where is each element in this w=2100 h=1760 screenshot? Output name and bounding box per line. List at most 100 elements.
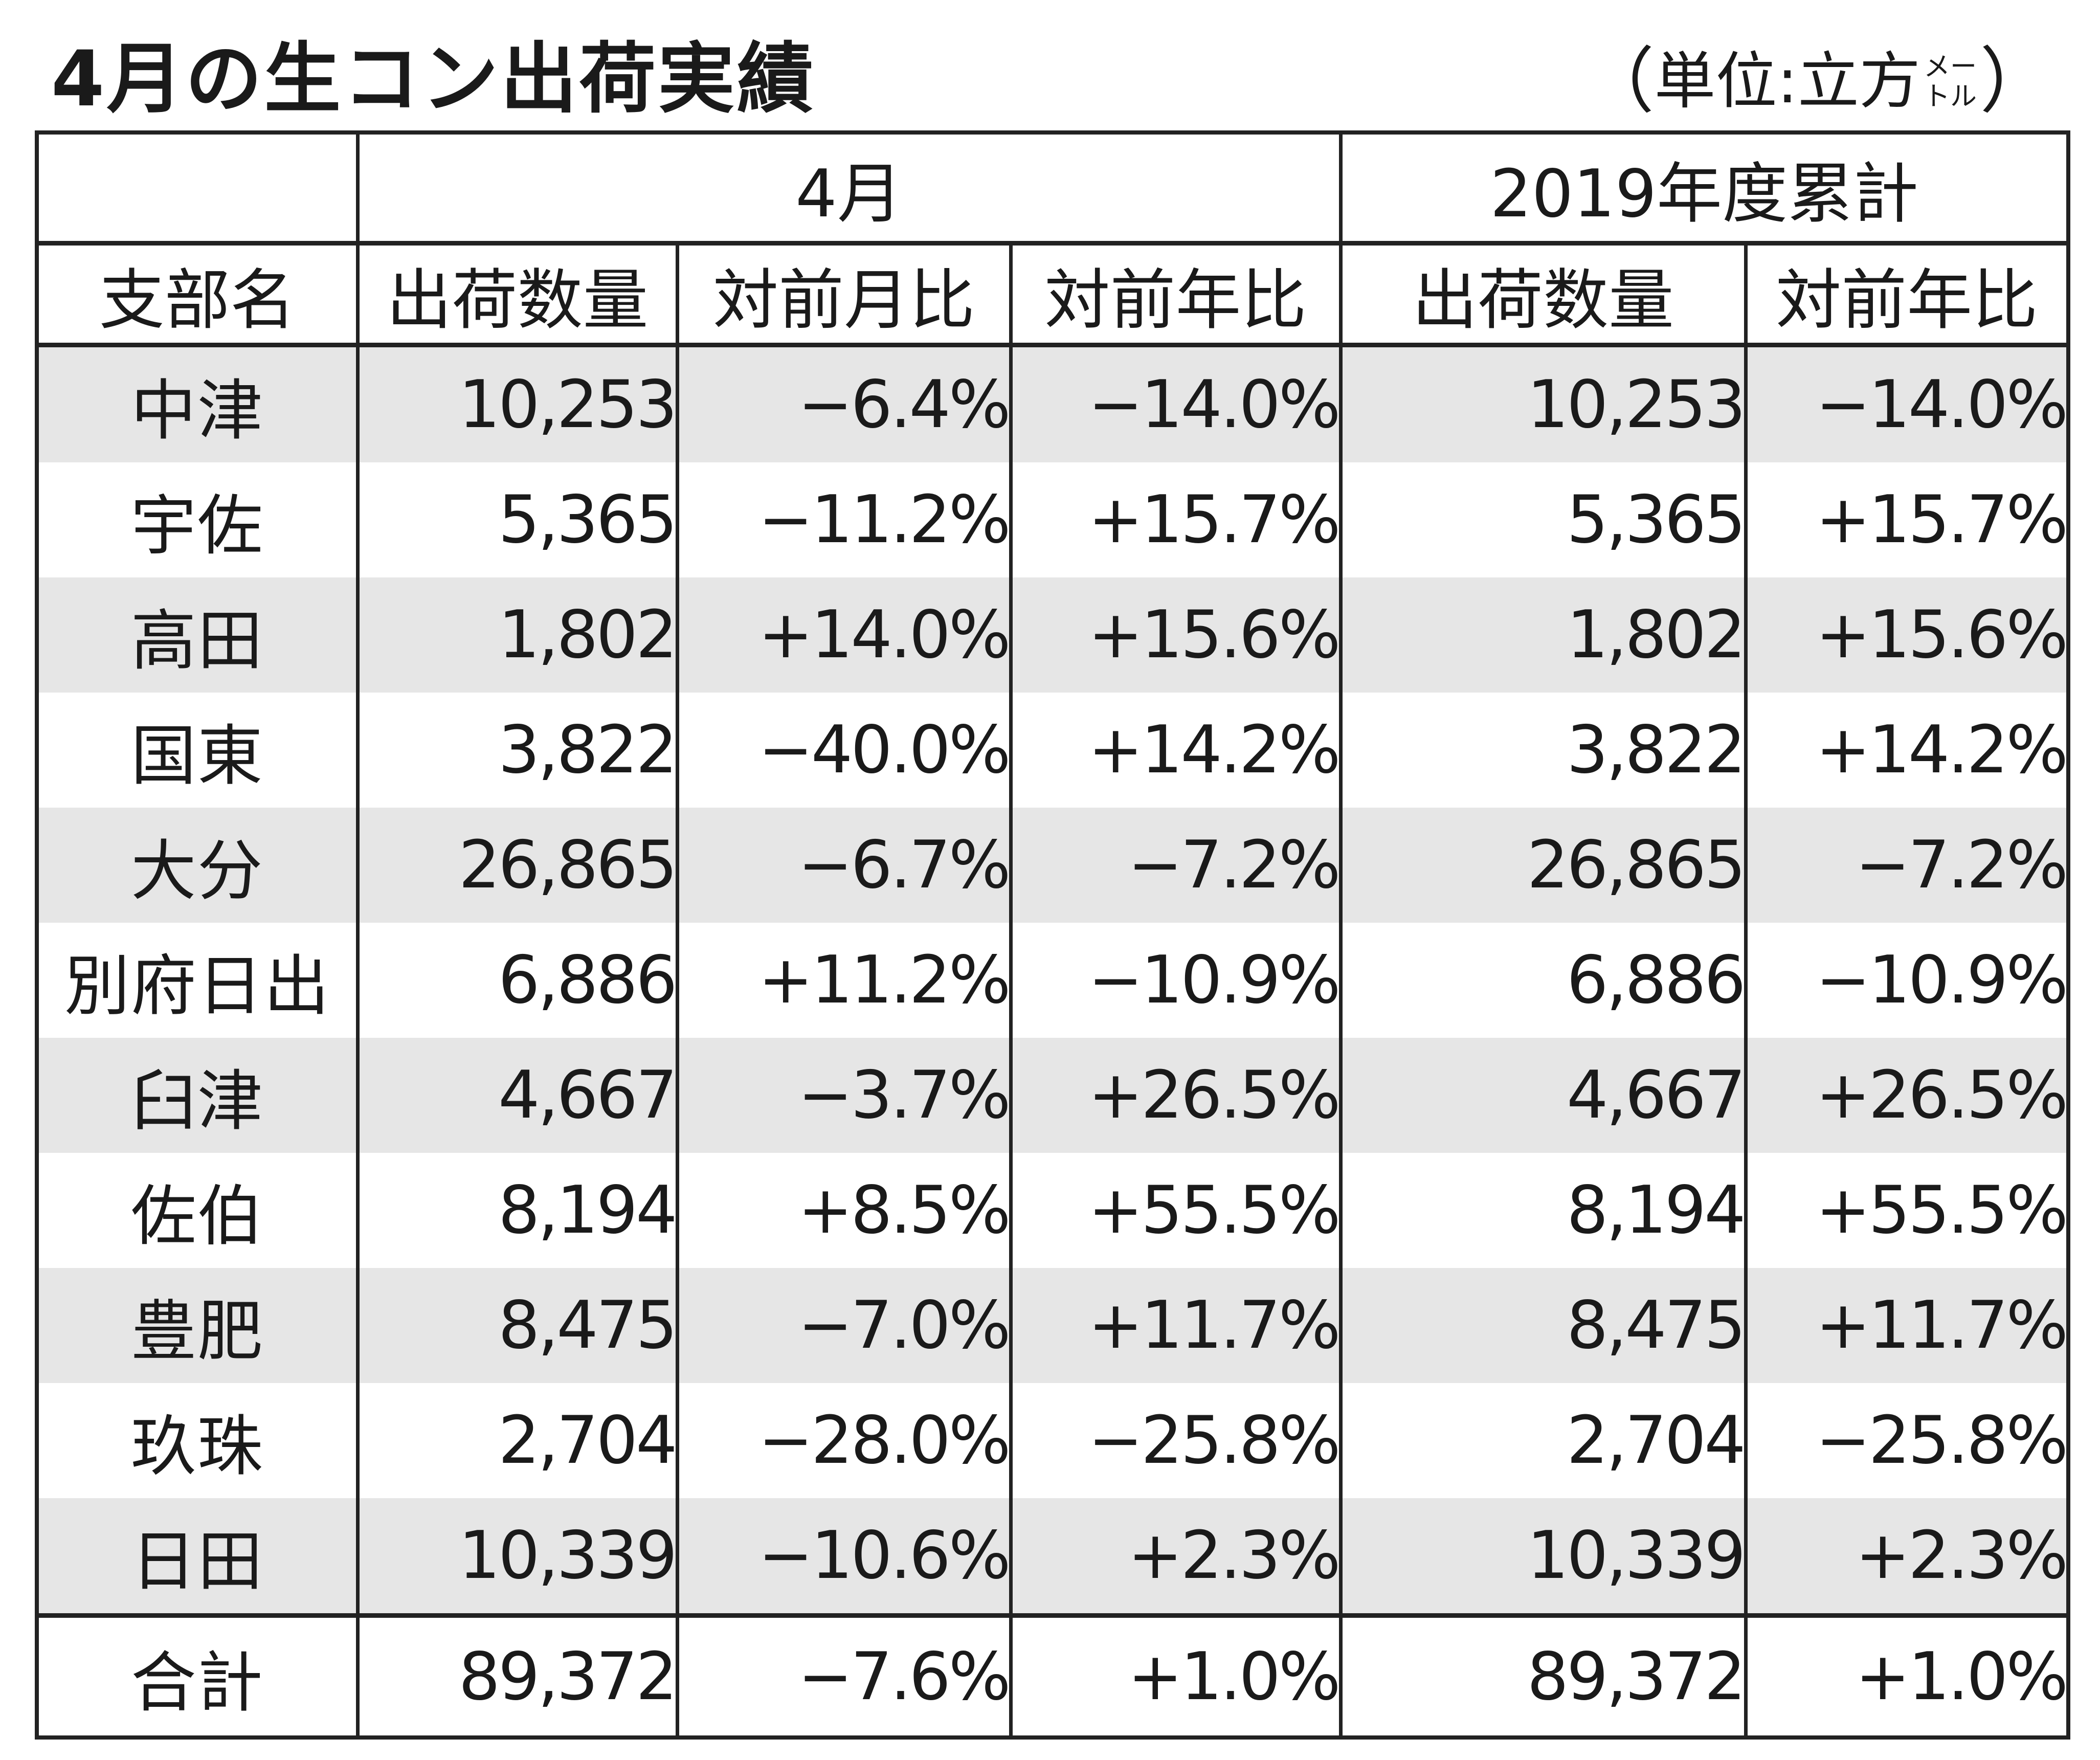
branch-name: 日田 bbox=[35, 1498, 360, 1616]
total-fy-qty: 89,372 bbox=[1338, 1613, 1748, 1737]
apr-qty-cell: 2,704 bbox=[355, 1383, 679, 1498]
fy-yoy-cell: +15.7% bbox=[1744, 462, 2070, 577]
total-label: 合計 bbox=[35, 1613, 360, 1737]
fy-yoy-cell: +14.2% bbox=[1744, 693, 2070, 808]
apr-yoy-cell: +15.6% bbox=[1009, 577, 1343, 693]
fy-yoy-cell: +2.3% bbox=[1744, 1498, 2070, 1616]
apr-qty-cell: 8,475 bbox=[355, 1268, 679, 1383]
apr-mom-cell: −11.2% bbox=[675, 462, 1013, 577]
fy-qty-cell: 2,704 bbox=[1338, 1383, 1748, 1498]
apr-qty-cell: 6,886 bbox=[355, 923, 679, 1038]
unit-suffix-bottom: トル bbox=[1923, 81, 1977, 112]
fy-qty-cell: 8,194 bbox=[1338, 1153, 1748, 1268]
header-group-april: 4月 bbox=[355, 132, 1343, 246]
branch-name: 佐伯 bbox=[35, 1153, 360, 1268]
fy-yoy-cell: −10.9% bbox=[1744, 923, 2070, 1038]
table-row: 玖珠 2,704 −28.0% −25.8% 2,704 −25.8% bbox=[35, 1383, 2070, 1498]
total-apr-qty: 89,372 bbox=[355, 1613, 679, 1737]
fy-yoy-cell: −7.2% bbox=[1744, 808, 2070, 923]
apr-yoy-cell: −7.2% bbox=[1009, 808, 1343, 923]
fy-qty-cell: 3,822 bbox=[1338, 693, 1748, 808]
unit-note: （ 単位:立方 メー トル ） bbox=[1583, 38, 2051, 125]
apr-yoy-cell: −14.0% bbox=[1009, 345, 1343, 462]
table-row: 大分 26,865 −6.7% −7.2% 26,865 −7.2% bbox=[35, 808, 2070, 923]
table-row: 国東 3,822 −40.0% +14.2% 3,822 +14.2% bbox=[35, 693, 2070, 808]
fy-yoy-cell: +55.5% bbox=[1744, 1153, 2070, 1268]
table-row: 臼津 4,667 −3.7% +26.5% 4,667 +26.5% bbox=[35, 1038, 2070, 1153]
header-group-fy: 2019年度累計 bbox=[1338, 132, 2070, 246]
column-header-apr-mom: 対前月比 bbox=[675, 243, 1013, 347]
apr-mom-cell: −6.4% bbox=[675, 345, 1013, 462]
page-title: 4月の生コン出荷実績 bbox=[51, 35, 816, 124]
apr-mom-cell: +11.2% bbox=[675, 923, 1013, 1038]
apr-mom-cell: −6.7% bbox=[675, 808, 1013, 923]
fy-yoy-cell: +26.5% bbox=[1744, 1038, 2070, 1153]
apr-qty-cell: 4,667 bbox=[355, 1038, 679, 1153]
header-corner-cell bbox=[35, 132, 360, 246]
apr-mom-cell: −10.6% bbox=[675, 1498, 1013, 1616]
fy-qty-cell: 4,667 bbox=[1338, 1038, 1748, 1153]
apr-mom-cell: −28.0% bbox=[675, 1383, 1013, 1498]
branch-name: 臼津 bbox=[35, 1038, 360, 1153]
table-row: 中津 10,253 −6.4% −14.0% 10,253 −14.0% bbox=[35, 345, 2070, 462]
table-row: 宇佐 5,365 −11.2% +15.7% 5,365 +15.7% bbox=[35, 462, 2070, 577]
fy-yoy-cell: +15.6% bbox=[1744, 577, 2070, 693]
apr-mom-cell: −3.7% bbox=[675, 1038, 1013, 1153]
apr-qty-cell: 10,339 bbox=[355, 1498, 679, 1616]
fy-qty-cell: 10,253 bbox=[1338, 345, 1748, 462]
unit-stacked-suffix: メー トル bbox=[1924, 52, 1977, 112]
fy-qty-cell: 1,802 bbox=[1338, 577, 1748, 693]
header-group-row: 4月 2019年度累計 bbox=[35, 132, 2070, 246]
column-header-fy-yoy: 対前年比 bbox=[1744, 243, 2070, 347]
fy-qty-cell: 8,475 bbox=[1338, 1268, 1748, 1383]
apr-qty-cell: 5,365 bbox=[355, 462, 679, 577]
header-column-row: 支部名 出荷数量 対前月比 対前年比 出荷数量 対前年比 bbox=[35, 243, 2070, 347]
table-row: 日田 10,339 −10.6% +2.3% 10,339 +2.3% bbox=[35, 1498, 2070, 1616]
apr-yoy-cell: +14.2% bbox=[1009, 693, 1343, 808]
branch-name: 高田 bbox=[35, 577, 360, 693]
branch-name: 宇佐 bbox=[35, 462, 360, 577]
table-row: 高田 1,802 +14.0% +15.6% 1,802 +15.6% bbox=[35, 577, 2070, 693]
branch-name: 国東 bbox=[35, 693, 360, 808]
column-header-branch: 支部名 bbox=[35, 243, 360, 347]
apr-qty-cell: 10,253 bbox=[355, 345, 679, 462]
column-header-fy-qty: 出荷数量 bbox=[1338, 243, 1748, 347]
apr-qty-cell: 3,822 bbox=[355, 693, 679, 808]
apr-yoy-cell: +11.7% bbox=[1009, 1268, 1343, 1383]
total-row: 合計 89,372 −7.6% +1.0% 89,372 +1.0% bbox=[35, 1613, 2070, 1737]
apr-qty-cell: 8,194 bbox=[355, 1153, 679, 1268]
apr-yoy-cell: −10.9% bbox=[1009, 923, 1343, 1038]
fy-yoy-cell: −25.8% bbox=[1744, 1383, 2070, 1498]
branch-name: 大分 bbox=[35, 808, 360, 923]
apr-mom-cell: −40.0% bbox=[675, 693, 1013, 808]
apr-yoy-cell: −25.8% bbox=[1009, 1383, 1343, 1498]
shipment-table: 4月 2019年度累計 支部名 出荷数量 対前月比 対前年比 出荷数量 対前年比… bbox=[35, 130, 2071, 1740]
apr-qty-cell: 26,865 bbox=[355, 808, 679, 923]
table-row: 佐伯 8,194 +8.5% +55.5% 8,194 +55.5% bbox=[35, 1153, 2070, 1268]
branch-name: 別府日出 bbox=[35, 923, 360, 1038]
branch-name: 豊肥 bbox=[35, 1268, 360, 1383]
fy-qty-cell: 26,865 bbox=[1338, 808, 1748, 923]
table-row: 豊肥 8,475 −7.0% +11.7% 8,475 +11.7% bbox=[35, 1268, 2070, 1383]
fy-yoy-cell: −14.0% bbox=[1744, 345, 2070, 462]
table-row: 別府日出 6,886 +11.2% −10.9% 6,886 −10.9% bbox=[35, 923, 2070, 1038]
fy-yoy-cell: +11.7% bbox=[1744, 1268, 2070, 1383]
fy-qty-cell: 10,339 bbox=[1338, 1498, 1748, 1616]
apr-mom-cell: +8.5% bbox=[675, 1153, 1013, 1268]
fy-qty-cell: 6,886 bbox=[1338, 923, 1748, 1038]
total-fy-yoy: +1.0% bbox=[1744, 1613, 2070, 1737]
total-apr-mom: −7.6% bbox=[675, 1613, 1013, 1737]
branch-name: 玖珠 bbox=[35, 1383, 360, 1498]
apr-mom-cell: +14.0% bbox=[675, 577, 1013, 693]
apr-yoy-cell: +2.3% bbox=[1009, 1498, 1343, 1616]
total-apr-yoy: +1.0% bbox=[1009, 1613, 1343, 1737]
apr-yoy-cell: +15.7% bbox=[1009, 462, 1343, 577]
apr-yoy-cell: +55.5% bbox=[1009, 1153, 1343, 1268]
column-header-apr-qty: 出荷数量 bbox=[355, 243, 679, 347]
apr-mom-cell: −7.0% bbox=[675, 1268, 1013, 1383]
apr-yoy-cell: +26.5% bbox=[1009, 1038, 1343, 1153]
column-header-apr-yoy: 対前年比 bbox=[1009, 243, 1343, 347]
fy-qty-cell: 5,365 bbox=[1338, 462, 1748, 577]
unit-suffix-top: メー bbox=[1923, 52, 1977, 82]
unit-text: 単位:立方 bbox=[1654, 46, 1920, 117]
